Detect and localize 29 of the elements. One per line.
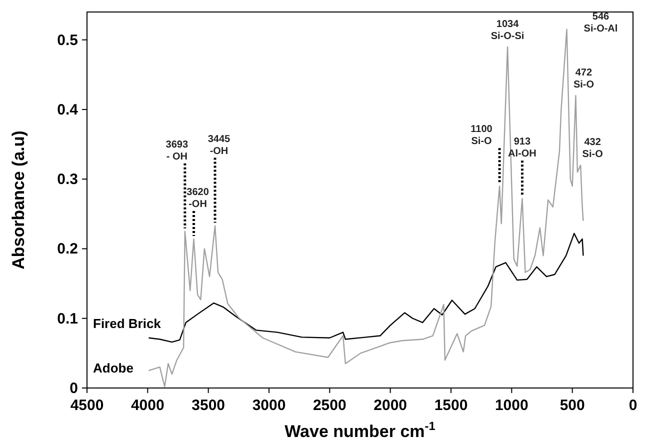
y-tick-label: 0.1 [57,310,78,328]
annotation: 3445 -OH [208,134,231,157]
series-label: Fired Brick [93,316,162,331]
x-tick-label: 3500 [192,397,226,414]
y-tick-label: 0.4 [57,101,79,118]
annotation: 546 Si-O-Al [584,11,618,34]
x-tick-label: 4000 [130,397,164,414]
x-tick-label: 2000 [374,397,408,414]
x-tick-label: 4500 [70,397,104,414]
y-axis-title: Absorbance (a.u) [9,130,28,270]
annotation: 3693 - OH [166,139,188,162]
annotation: 1100 Si-O [470,124,493,148]
series-label: Adobe [93,360,134,376]
annotation: 913 Al-OH [508,136,536,160]
x-tick-label: 2500 [312,397,346,414]
x-tick-label: 0 [628,397,638,414]
annotation: 1034 Si-O-Si [490,18,524,42]
x-tick-label: 1000 [494,397,528,414]
y-tick-label: 0.3 [57,171,78,188]
x-tick-label: 500 [560,397,585,414]
x-axis-title: Wave number cm$^{-1}$ [284,419,436,441]
y-tick-label: 0 [70,380,78,397]
y-tick-label: 0.5 [57,32,78,49]
x-tick-label: 3000 [252,397,286,414]
annotation: 472 Si-O [573,68,594,91]
annotation: 432 Si-O [582,137,604,160]
x-tick-label: 1500 [434,397,468,414]
annotation: 3620 -OH [186,186,210,210]
y-tick-label: 0.2 [57,240,78,258]
